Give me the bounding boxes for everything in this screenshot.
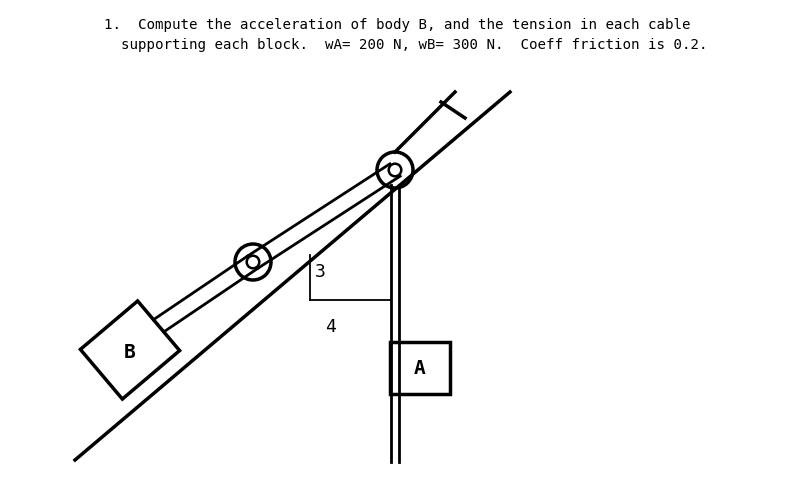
Circle shape	[235, 244, 271, 280]
Text: B: B	[124, 342, 136, 362]
Circle shape	[389, 164, 401, 176]
Text: supporting each block.  wA= 200 N, wB= 300 N.  Coeff friction is 0.2.: supporting each block. wA= 200 N, wB= 30…	[87, 38, 708, 52]
Polygon shape	[80, 301, 180, 399]
Text: A: A	[414, 359, 426, 377]
Bar	[390, 342, 450, 394]
Circle shape	[246, 256, 259, 268]
Circle shape	[377, 152, 413, 188]
Text: 4: 4	[324, 318, 335, 336]
Text: 3: 3	[315, 263, 326, 281]
Text: 1.  Compute the acceleration of body B, and the tension in each cable: 1. Compute the acceleration of body B, a…	[104, 18, 691, 32]
